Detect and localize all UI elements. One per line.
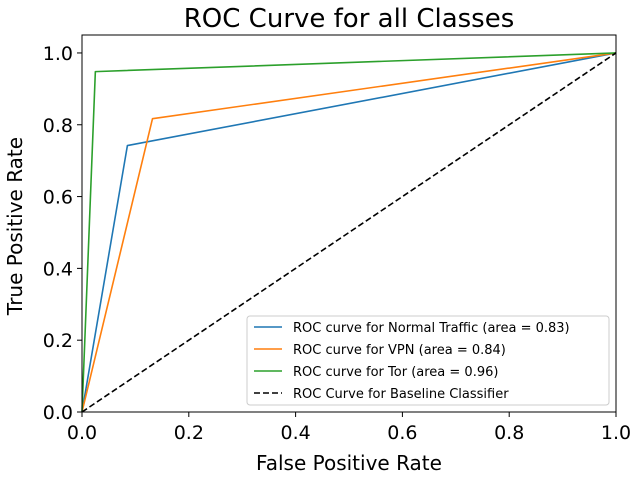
series-line-0 [81, 52, 617, 413]
series-line-3 [81, 52, 617, 413]
y-tick-label-0: 0.0 [43, 402, 73, 424]
y-tick-label-3: 0.6 [43, 187, 73, 209]
x-tick-label-4: 0.8 [494, 422, 524, 444]
y-axis-label: True Positive Rate [3, 137, 27, 316]
legend-box [246, 315, 610, 406]
chart-title: ROC Curve for all Classes [184, 4, 515, 34]
y-tick-label-2: 0.4 [43, 258, 73, 280]
x-tick-label-1: 0.2 [174, 422, 204, 444]
x-axis-label: False Positive Rate [256, 451, 442, 475]
series-line-1 [81, 52, 617, 413]
x-tick-label-3: 0.6 [387, 422, 417, 444]
x-tick-label-0: 0.0 [67, 422, 97, 444]
legend-entry-1: ROC curve for VPN (area = 0.84) [293, 343, 506, 358]
y-tick-label-5: 1.0 [43, 43, 73, 65]
legend: ROC curve for Normal Traffic (area = 0.8… [246, 315, 610, 406]
axes-frame [81, 34, 617, 413]
y-tick-label-4: 0.8 [43, 115, 73, 137]
y-tick-label-1: 0.2 [43, 330, 73, 352]
legend-entry-2: ROC curve for Tor (area = 0.96) [293, 365, 498, 380]
plot-area: 0.0 0.2 0.4 0.6 0.8 1.0 0.0 0.2 0.4 0.6 0.8 1.0 [43, 34, 631, 444]
series-line-2 [81, 52, 617, 413]
legend-entry-3: ROC Curve for Baseline Classifier [293, 387, 509, 402]
x-tick-label-5: 1.0 [601, 422, 631, 444]
x-tick-label-2: 0.4 [280, 422, 310, 444]
legend-entry-0: ROC curve for Normal Traffic (area = 0.8… [293, 321, 570, 336]
